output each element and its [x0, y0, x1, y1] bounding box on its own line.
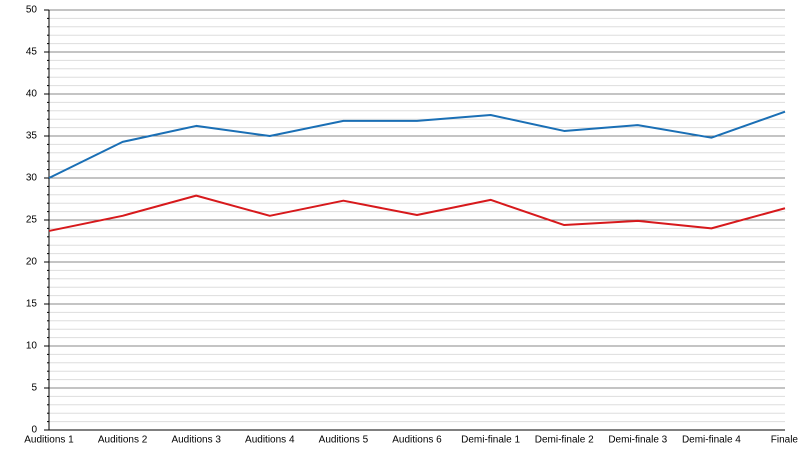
series-line: [48, 194, 786, 232]
x-tick-label: Auditions 4: [245, 435, 295, 446]
y-tick-label: 25: [26, 215, 38, 226]
x-tick-label: Demi-finale 1: [461, 435, 520, 446]
y-tick-label: 0: [31, 425, 37, 436]
series-line: [48, 110, 786, 179]
x-tick-label: Auditions 2: [98, 435, 148, 446]
x-tick-label: Auditions 5: [319, 435, 369, 446]
y-tick-label: 15: [26, 299, 38, 310]
y-tick-label: 10: [26, 341, 38, 352]
y-tick-label: 45: [26, 47, 38, 58]
x-tick-label: Auditions 1: [24, 435, 74, 446]
y-tick-label: 35: [26, 131, 38, 142]
x-tick-label: Demi-finale 2: [535, 435, 594, 446]
y-tick-label: 5: [31, 383, 37, 394]
x-tick-label: Finale: [771, 435, 799, 446]
x-tick-label: Auditions 6: [392, 435, 442, 446]
y-tick-label: 20: [26, 257, 38, 268]
x-tick-label: Demi-finale 4: [682, 435, 741, 446]
y-tick-label: 50: [26, 5, 38, 16]
y-tick-label: 30: [26, 173, 38, 184]
x-tick-label: Auditions 3: [171, 435, 221, 446]
y-tick-label: 40: [26, 89, 38, 100]
x-tick-label: Demi-finale 3: [608, 435, 667, 446]
